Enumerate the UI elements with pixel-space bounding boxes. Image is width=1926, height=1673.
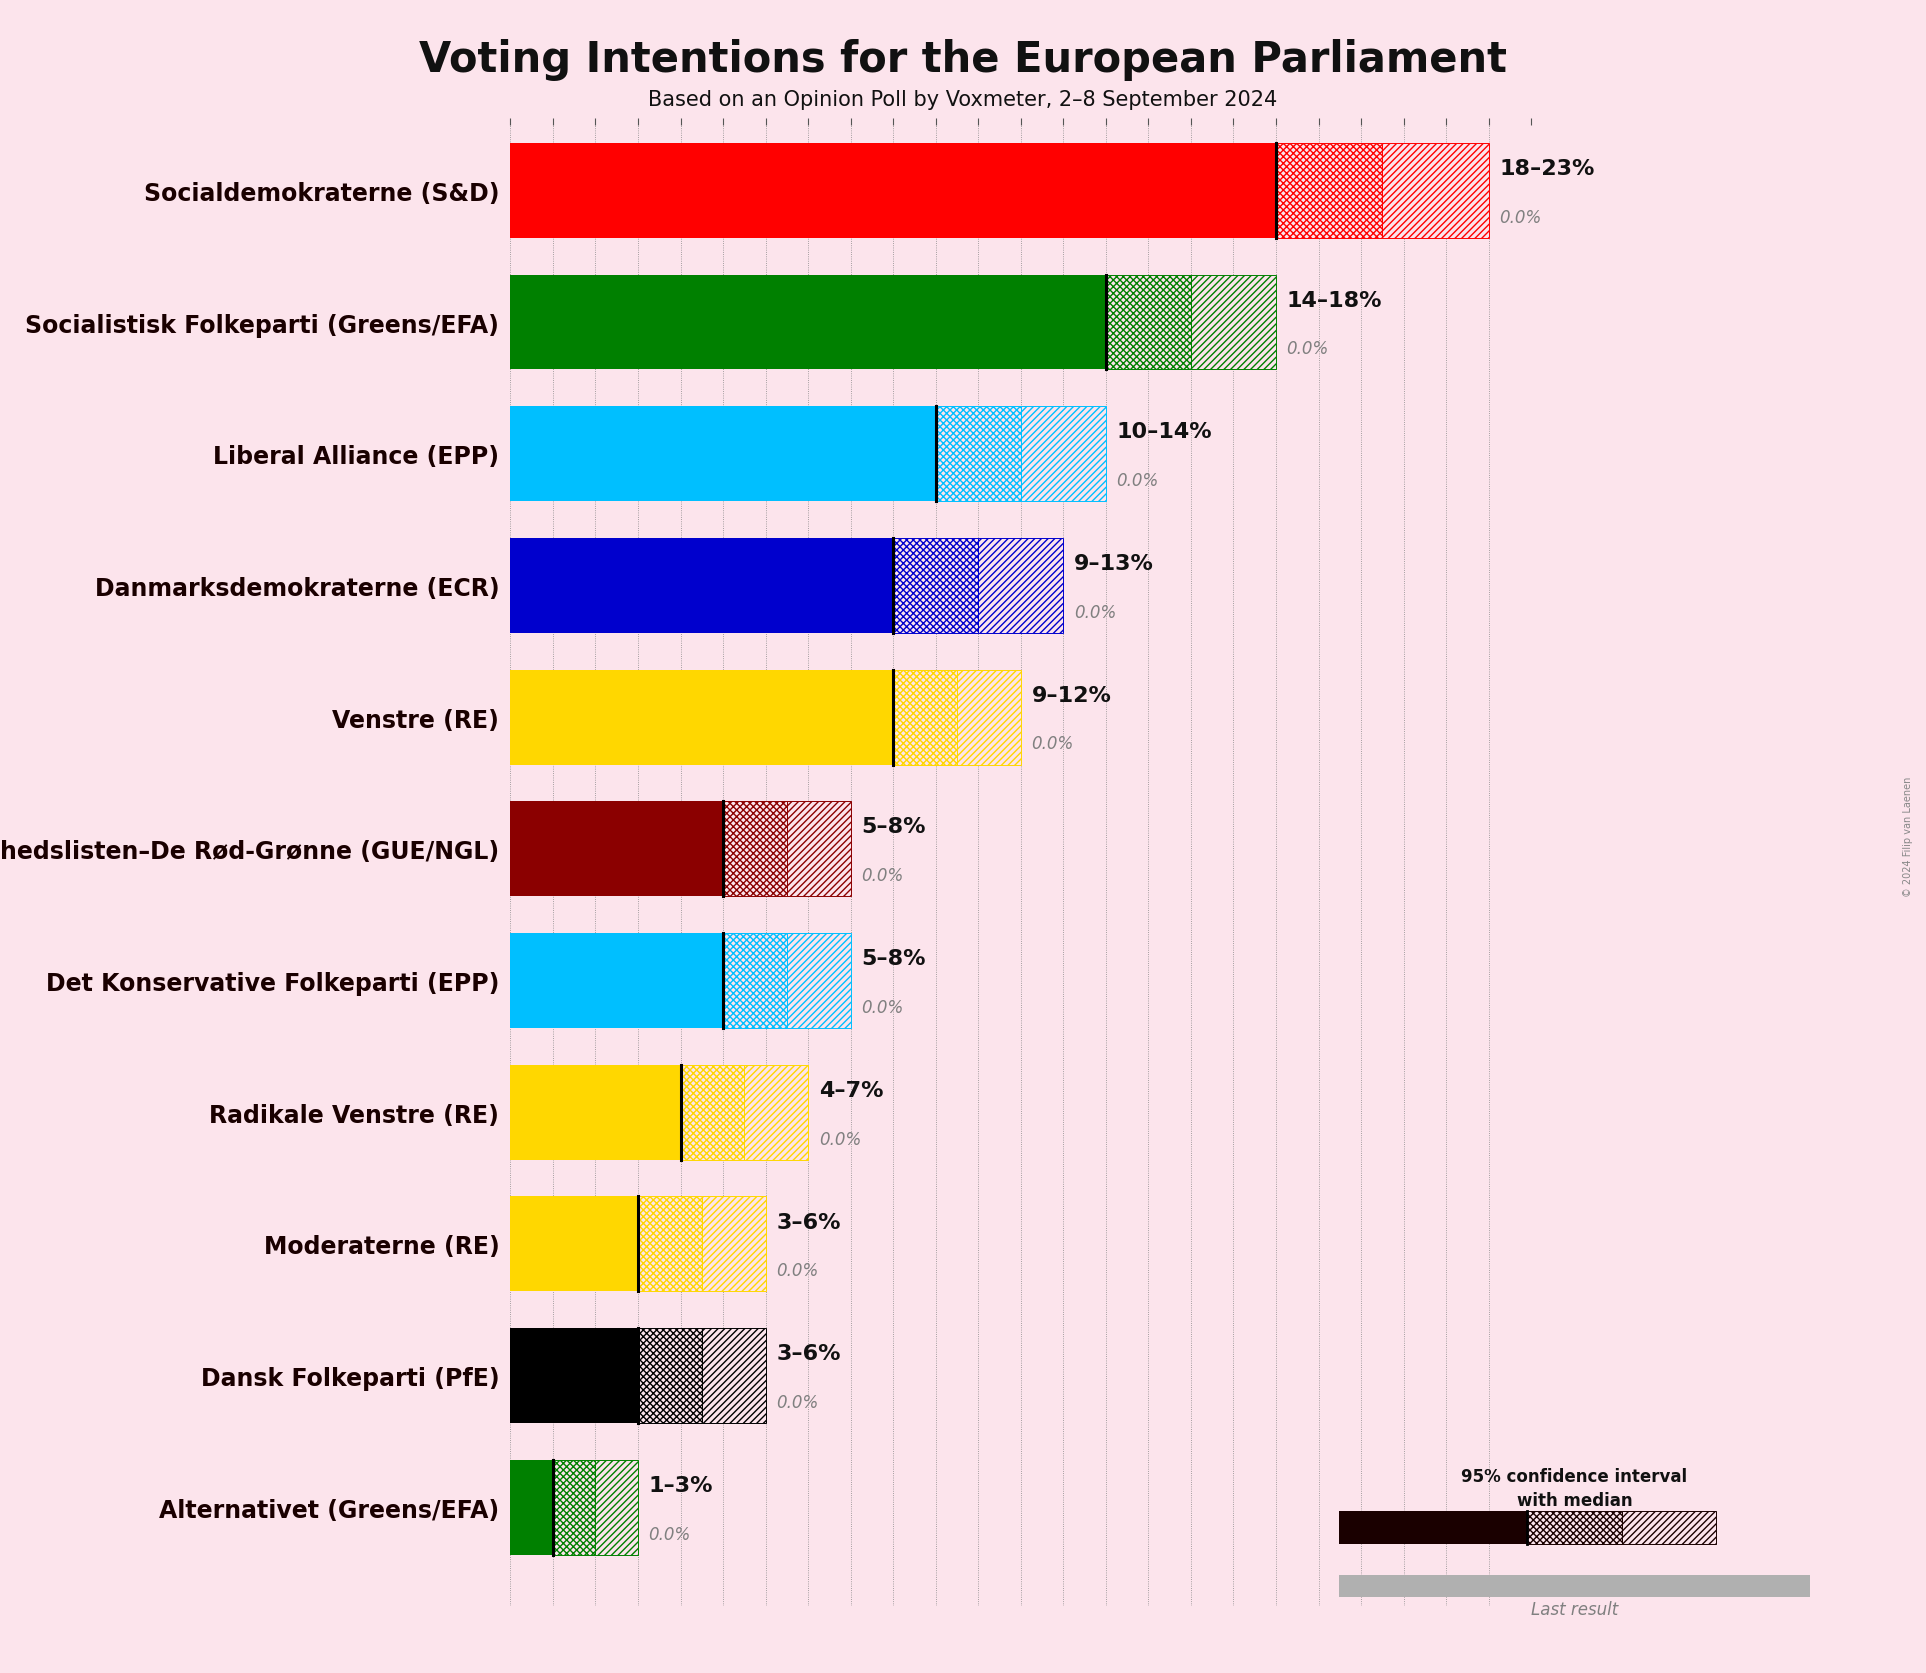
Text: 0.0%: 0.0% bbox=[776, 1261, 819, 1280]
Bar bbox=[510, 1461, 553, 1554]
Bar bbox=[553, 1461, 595, 1554]
Bar bbox=[722, 801, 788, 897]
Text: 9–13%: 9–13% bbox=[1075, 554, 1154, 574]
Text: 0.0%: 0.0% bbox=[649, 1524, 691, 1543]
Bar bbox=[1383, 144, 1489, 239]
Bar bbox=[894, 539, 978, 634]
Bar bbox=[1106, 276, 1190, 370]
Text: 0.0%: 0.0% bbox=[861, 999, 903, 1016]
Text: 0.0%: 0.0% bbox=[819, 1129, 861, 1148]
Bar bbox=[510, 1328, 638, 1424]
Text: Based on an Opinion Poll by Voxmeter, 2–8 September 2024: Based on an Opinion Poll by Voxmeter, 2–… bbox=[649, 90, 1277, 110]
Bar bbox=[701, 1328, 767, 1424]
Bar bbox=[510, 276, 1106, 370]
Bar bbox=[510, 144, 1277, 239]
Text: 3–6%: 3–6% bbox=[776, 1343, 842, 1363]
Text: 0.0%: 0.0% bbox=[1498, 209, 1541, 226]
Bar bbox=[1622, 1511, 1716, 1544]
Bar bbox=[1021, 407, 1106, 502]
Bar bbox=[595, 1461, 638, 1554]
Bar bbox=[1190, 276, 1277, 370]
Bar bbox=[1527, 1511, 1622, 1544]
Text: 0.0%: 0.0% bbox=[1287, 340, 1329, 358]
Text: 14–18%: 14–18% bbox=[1287, 291, 1383, 311]
Bar bbox=[510, 801, 722, 897]
Text: 0.0%: 0.0% bbox=[861, 867, 903, 885]
Text: 5–8%: 5–8% bbox=[861, 816, 926, 836]
Bar bbox=[1277, 144, 1383, 239]
Text: 9–12%: 9–12% bbox=[1032, 686, 1111, 706]
Text: 1–3%: 1–3% bbox=[649, 1476, 713, 1496]
Text: 10–14%: 10–14% bbox=[1117, 422, 1211, 442]
Text: with median: with median bbox=[1516, 1491, 1633, 1509]
Text: 0.0%: 0.0% bbox=[1117, 472, 1159, 490]
Bar bbox=[510, 934, 722, 1029]
Text: 5–8%: 5–8% bbox=[861, 949, 926, 969]
Text: 95% confidence interval: 95% confidence interval bbox=[1462, 1467, 1687, 1486]
Bar bbox=[510, 1066, 680, 1159]
Bar bbox=[510, 539, 894, 634]
Bar bbox=[510, 671, 894, 765]
Text: 0.0%: 0.0% bbox=[776, 1394, 819, 1410]
Bar bbox=[788, 934, 851, 1029]
Bar bbox=[680, 1066, 743, 1159]
Bar bbox=[638, 1196, 701, 1292]
Bar bbox=[743, 1066, 809, 1159]
Text: Voting Intentions for the European Parliament: Voting Intentions for the European Parli… bbox=[420, 38, 1506, 80]
Text: 0.0%: 0.0% bbox=[1032, 734, 1073, 753]
Bar bbox=[638, 1328, 701, 1424]
Text: 4–7%: 4–7% bbox=[819, 1081, 884, 1101]
Bar bbox=[788, 801, 851, 897]
Bar bbox=[957, 671, 1021, 765]
Bar bbox=[722, 934, 788, 1029]
Bar bbox=[936, 407, 1021, 502]
Bar bbox=[1339, 1576, 1810, 1596]
Bar bbox=[978, 539, 1063, 634]
Text: Last result: Last result bbox=[1531, 1601, 1618, 1618]
Bar bbox=[510, 407, 936, 502]
Text: © 2024 Filip van Laenen: © 2024 Filip van Laenen bbox=[1903, 776, 1913, 897]
Bar bbox=[894, 671, 957, 765]
Bar bbox=[510, 1196, 638, 1292]
Text: 18–23%: 18–23% bbox=[1498, 159, 1595, 179]
Bar bbox=[1339, 1511, 1527, 1544]
Bar bbox=[701, 1196, 767, 1292]
Text: 3–6%: 3–6% bbox=[776, 1211, 842, 1231]
Text: 0.0%: 0.0% bbox=[1075, 604, 1117, 621]
